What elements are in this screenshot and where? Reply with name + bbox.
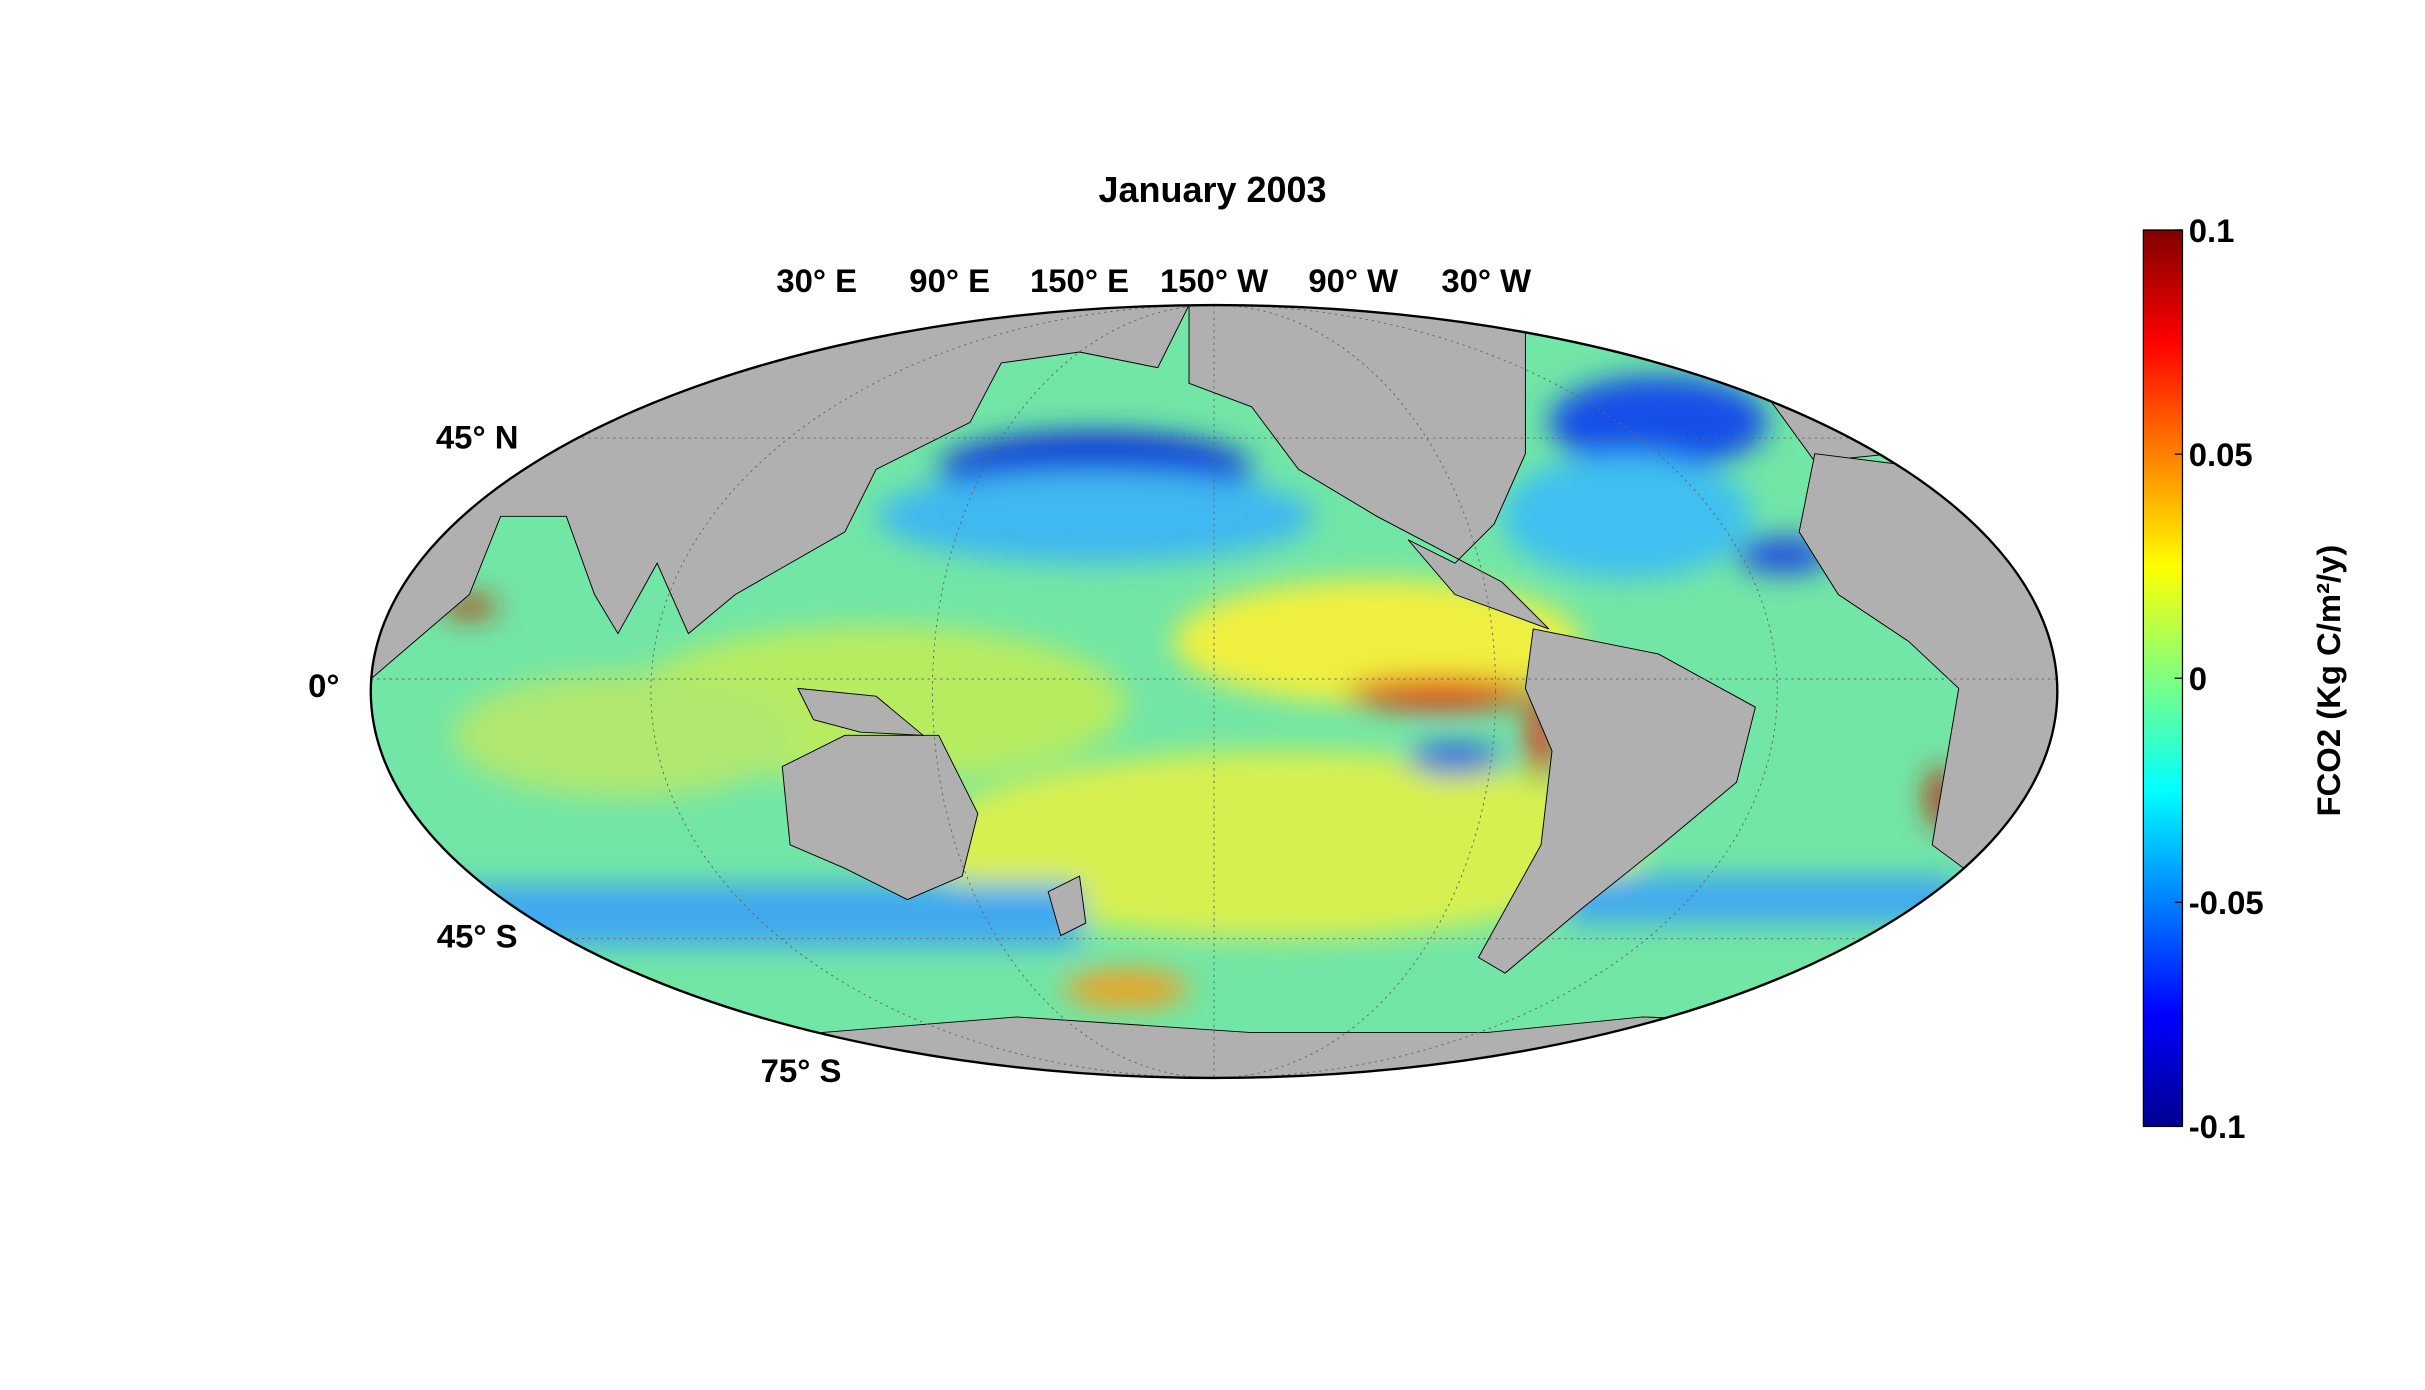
- lat-label: 45° N: [436, 418, 519, 455]
- lon-label: 90° E: [909, 262, 990, 299]
- plot: January 2003: [308, 169, 2347, 1145]
- lon-label: 150° E: [1030, 262, 1129, 299]
- title: January 2003: [1099, 169, 1327, 210]
- lat-label: 45° S: [437, 917, 518, 954]
- graticule-labels: 30° E 90° E 150° E 150° W 90° W 30° W 45° N 0° 4…: [308, 262, 1531, 1089]
- lon-label: 150° W: [1160, 262, 1268, 299]
- colorbar-axis: -0.1 -0.05 0 0.05 0.1: [2174, 212, 2264, 1145]
- colorbar-tick-label: -0.1: [2189, 1108, 2246, 1145]
- colorbar-tick-label: 0: [2189, 660, 2207, 697]
- colorbar-tick-label: 0.1: [2189, 212, 2235, 249]
- lat-label: 0°: [308, 667, 339, 704]
- colorbar-label: FCO2 (Kg C/m²/y): [2310, 545, 2347, 817]
- colorbar-tick-label: -0.05: [2189, 884, 2264, 921]
- lon-label: 30° W: [1441, 262, 1531, 299]
- lat-label: 75° S: [761, 1052, 842, 1089]
- lon-label: 90° W: [1308, 262, 1398, 299]
- map-frame: [369, 303, 2059, 1080]
- lon-label: 30° E: [776, 262, 857, 299]
- colorbar-tick-label: 0.05: [2189, 436, 2253, 473]
